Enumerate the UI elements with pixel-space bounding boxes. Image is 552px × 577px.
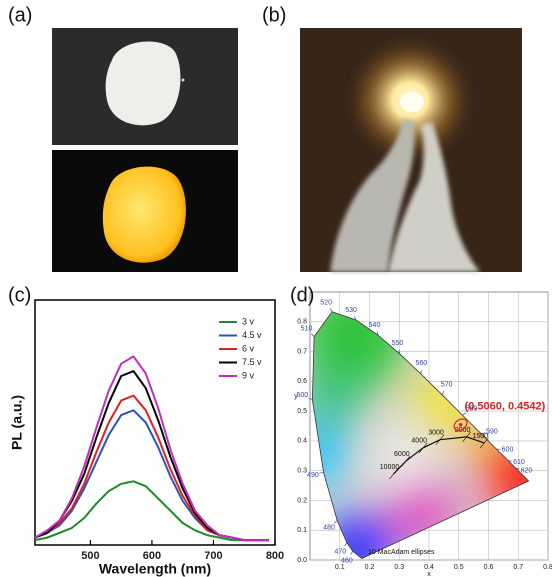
y-tick-label: 0.0 <box>297 557 307 564</box>
wavelength-tick <box>515 467 520 470</box>
wavelength-tick <box>329 308 333 312</box>
pl-curve <box>34 370 269 542</box>
wavelength-label: 610 <box>513 459 525 466</box>
wavelength-tick <box>333 520 338 524</box>
x-tick-label: 0.7 <box>513 564 523 571</box>
panel-label: (a) <box>8 4 32 26</box>
x-tick-label: 800 <box>266 550 284 562</box>
pl-curve <box>34 480 269 542</box>
y-tick-label: 0.7 <box>297 348 307 355</box>
wavelength-label: 550 <box>392 340 404 347</box>
wavelength-label: 490 <box>307 472 319 479</box>
panel-label: (c) <box>8 284 31 306</box>
point-label: (0.5060, 0.4542) <box>465 401 546 413</box>
spectral-locus <box>311 311 530 559</box>
wavelength-tick <box>350 550 354 555</box>
x-tick-label: 700 <box>204 550 222 562</box>
cct-label: 10000 <box>380 464 400 471</box>
wavelength-tick <box>311 333 315 337</box>
y-tick-label: 0.2 <box>297 497 307 504</box>
x-tick-label: 600 <box>143 550 161 562</box>
y-axis-label: y <box>294 393 298 400</box>
wavelength-label: 470 <box>335 548 347 555</box>
x-tick-label: 0.5 <box>454 564 464 571</box>
x-tick-label: 0.6 <box>484 564 494 571</box>
wavelength-tick <box>319 471 324 474</box>
legend-label: 9 v <box>242 370 255 380</box>
wavelength-label: 600 <box>502 446 514 453</box>
cct-label: 1500 <box>472 433 488 440</box>
cct-label: 2000 <box>455 427 471 434</box>
x-tick-label: 500 <box>81 550 99 562</box>
pl-curve <box>34 409 269 542</box>
cct-label: 4000 <box>411 438 427 445</box>
x-tick-label: 0.8 <box>543 564 552 571</box>
wavelength-label: 460 <box>341 557 353 564</box>
y-tick-label: 0.4 <box>297 438 307 445</box>
cct-label: 6000 <box>394 451 410 458</box>
legend-label: 6 v <box>242 343 255 353</box>
pl-curve <box>34 394 269 542</box>
legend-label: 4.5 v <box>242 330 262 340</box>
cct-label: 3000 <box>428 430 444 437</box>
y-tick-label: 0.6 <box>297 378 307 385</box>
wavelength-tick <box>508 460 513 462</box>
panel-label: (d) <box>290 284 314 306</box>
cie-background <box>309 291 549 561</box>
x-tick-label: 0.3 <box>394 564 404 571</box>
planckian-locus <box>393 436 485 475</box>
cie-point <box>458 422 463 427</box>
wavelength-tick <box>353 316 357 321</box>
wavelength-label: 530 <box>345 307 357 314</box>
cie-note: 10 MacAdam ellipses <box>368 549 435 556</box>
legend-label: 3 v <box>242 316 255 326</box>
x-tick-label: 0.2 <box>365 564 375 571</box>
wavelength-label: 500 <box>297 392 309 399</box>
legend-label: 7.5 v <box>242 357 262 367</box>
isotherm <box>480 437 489 449</box>
wavelength-tick <box>462 412 466 416</box>
x-axis-label: x <box>427 571 431 577</box>
wavelength-tick <box>441 391 445 395</box>
x-axis-label: Wavelength (nm) <box>99 561 211 577</box>
x-tick-label: 0.4 <box>424 564 434 571</box>
wavelength-label: 520 <box>320 299 332 306</box>
y-axis-label: PL (a.u.) <box>9 395 25 450</box>
photo-a <box>52 28 238 272</box>
y-tick-label: 0.3 <box>297 468 307 475</box>
wavelength-tick <box>481 432 486 435</box>
pl-curve <box>34 355 269 542</box>
wavelength-label: 480 <box>323 525 335 532</box>
wavelength-label: 510 <box>301 326 313 333</box>
point-ring <box>453 418 468 432</box>
x-tick-label: 0.1 <box>335 564 345 571</box>
wavelength-tick <box>344 542 348 547</box>
wavelength-label: 620 <box>521 467 533 474</box>
wavelength-label: 560 <box>415 360 427 367</box>
wavelength-label: 570 <box>441 382 453 389</box>
wavelength-label: 540 <box>369 322 381 329</box>
wavelength-tick <box>376 331 379 336</box>
y-tick-label: 0.8 <box>297 319 307 326</box>
panel-label: (b) <box>262 4 286 26</box>
plot-frame <box>34 299 276 546</box>
y-tick-label: 0.5 <box>297 408 307 415</box>
photo-b <box>300 28 522 272</box>
wavelength-tick <box>308 397 313 400</box>
y-tick-label: 0.1 <box>297 527 307 534</box>
wavelength-label: 590 <box>486 428 498 435</box>
wavelength-label: 580 <box>466 406 478 413</box>
wavelength-tick <box>398 349 401 354</box>
